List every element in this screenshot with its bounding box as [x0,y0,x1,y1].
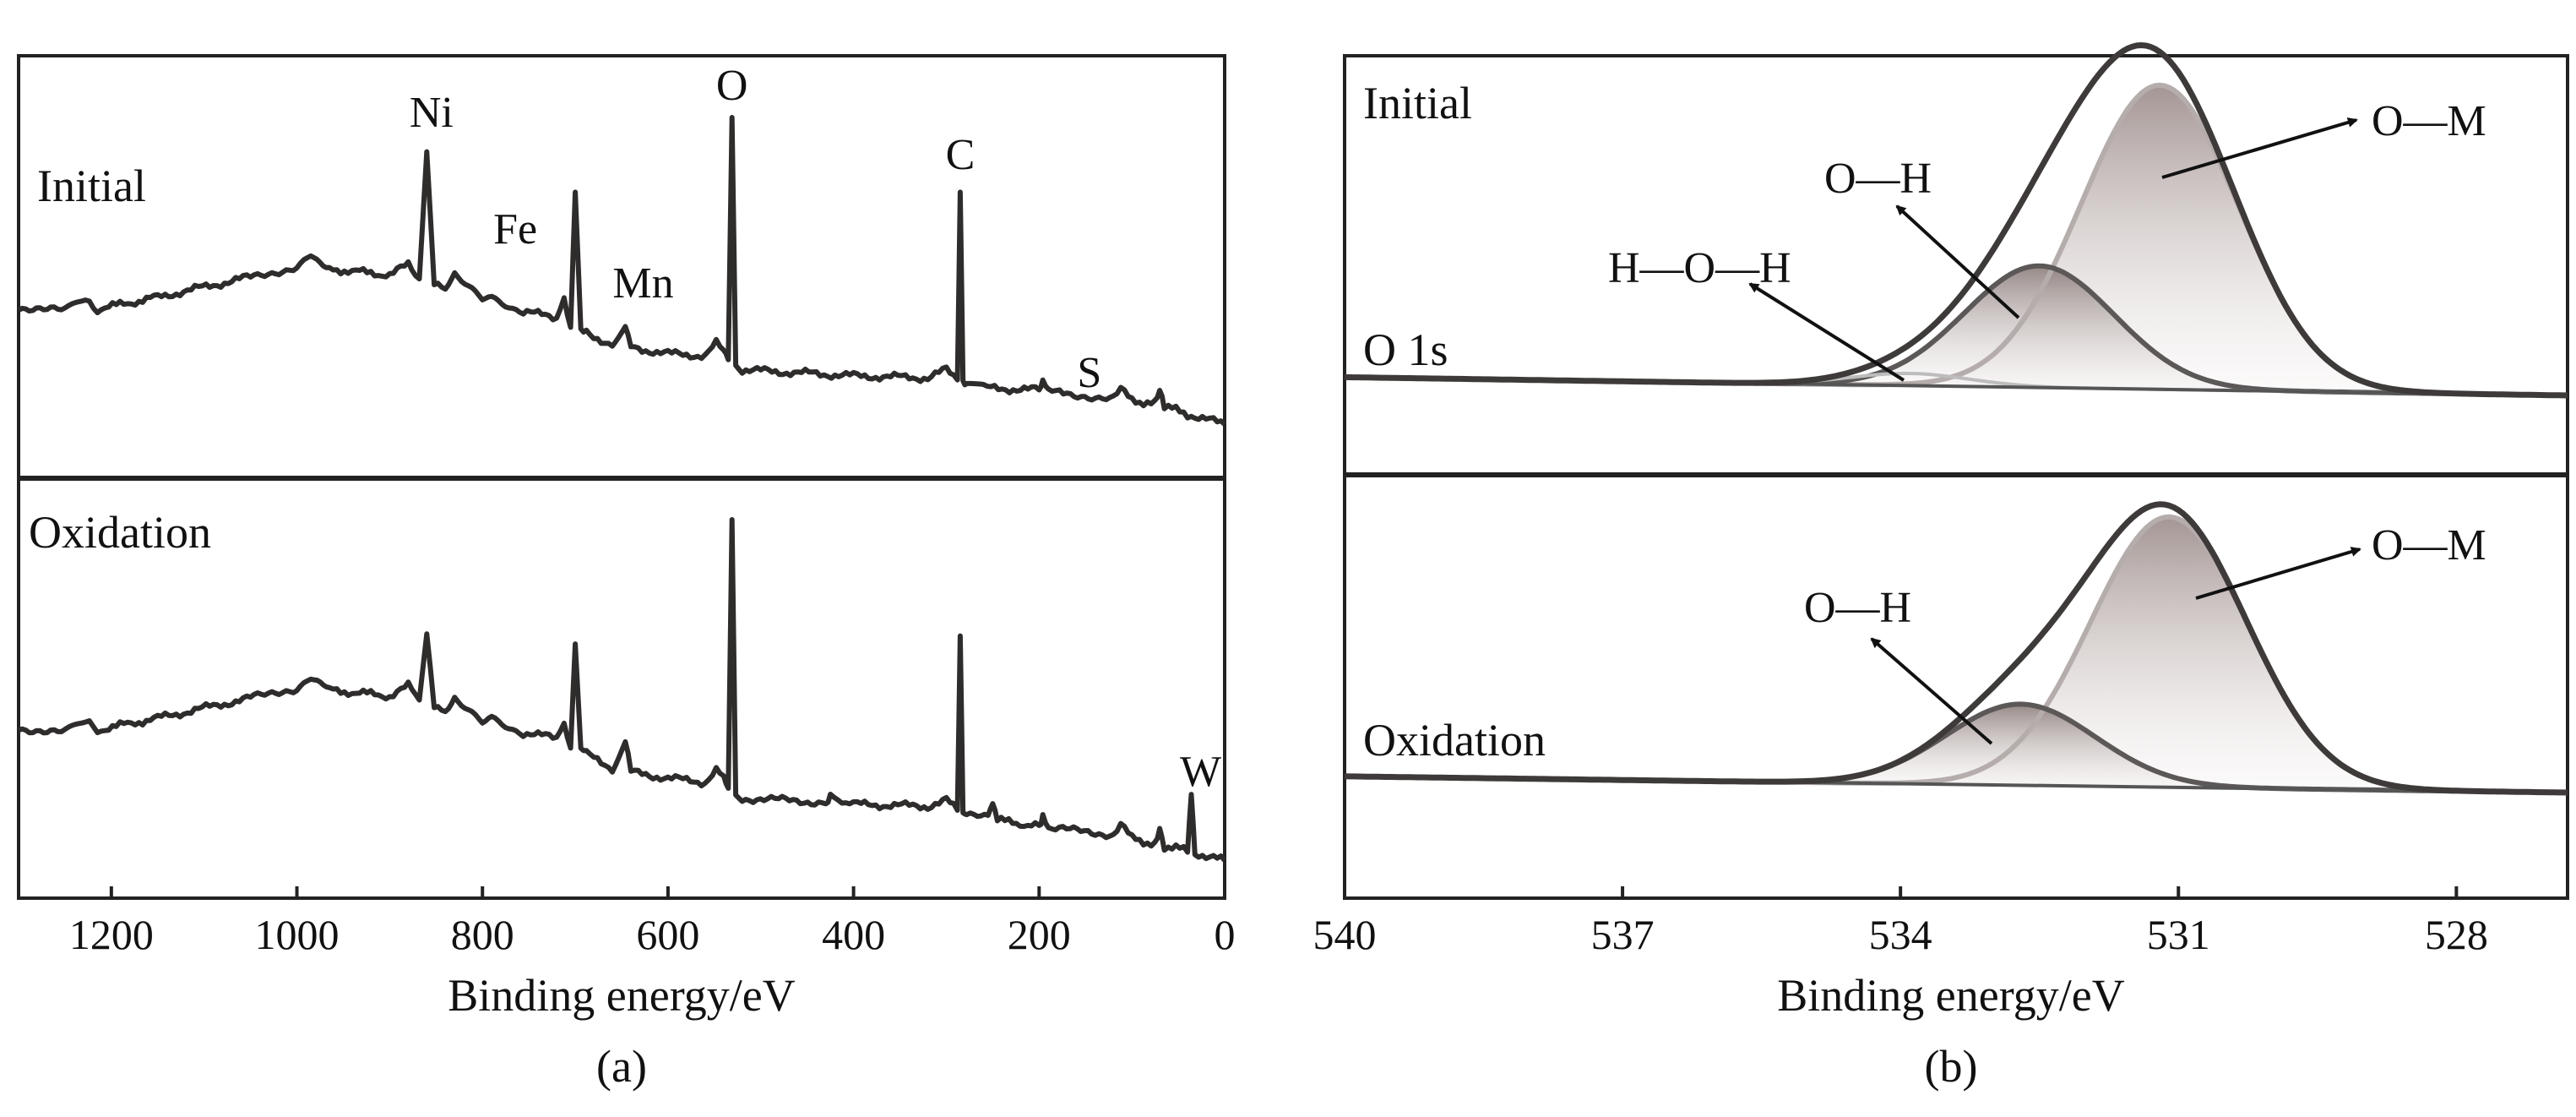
b-oxidation-o-m-label: O—M [2372,521,2486,569]
panel-b-title: O 1s [1363,324,1448,375]
a-x-tick-label-1200: 1200 [69,911,154,958]
b-oxidation-o-m-arrow [2195,547,2361,600]
a-peak-label-mn: Mn [612,259,673,308]
b-x-tick-label-537: 537 [1591,911,1655,958]
panel-a-x-axis: 1200 1000 800 600 400 200 0 [69,886,1236,958]
a-series-oxidation [17,517,1227,863]
a-peak-label-fe: Fe [493,205,537,253]
b-oxidation-fill-oh [1345,704,2568,793]
a-x-tick-label-400: 400 [822,911,885,958]
panel-b-caption: (b) [1925,1041,1978,1092]
b-x-tick-label-540: 540 [1313,911,1377,958]
b-initial-o-h-arrow [1895,204,2020,319]
panel-a-spectra [17,115,1227,863]
b-initial-h-o-h-label: H—O—H [1608,244,1791,292]
panel-a-oxidation-label: Oxidation [29,507,211,558]
a-x-tick-label-200: 200 [1008,911,1071,958]
b-oxidation-o-h-arrow [1870,637,1993,745]
panel-b-x-axis: 540 537 534 531 528 [1313,886,2488,958]
b-oxidation-o-h-label: O—H [1804,584,1911,632]
b-initial-fill-oh [1345,265,2568,395]
a-peak-label-s: S [1077,349,1101,397]
panel-b-x-axis-label: Binding energy/eV [1777,970,2124,1021]
panel-a-peak-labels: Ni Fe Mn O C S W [410,62,1221,796]
a-x-tick-label-1000: 1000 [255,911,340,958]
panel-b-fit-curves [1344,41,2568,796]
b-x-tick-label-531: 531 [2147,911,2210,958]
panel-b-component-fills [1345,84,2568,793]
b-oxidation-fill-om [1345,516,2568,793]
panel-a-x-axis-label: Binding energy/eV [448,970,795,1021]
panel-a-initial-label: Initial [37,161,146,211]
panel-b-oxidation-label: Oxidation [1363,715,1546,766]
b-oxidation-envelope [1344,501,2568,796]
panel-b-annotations: O—M O—H H—O—H O—M O—H [1608,97,2486,745]
a-x-tick-label-600: 600 [636,911,699,958]
b-initial-fill-om [1345,84,2568,396]
a-x-tick-label-0: 0 [1215,911,1236,958]
a-peak-label-o: O [716,62,748,110]
a-peak-label-w: W [1180,748,1221,796]
a-peak-label-c: C [946,131,976,179]
b-initial-o-h-label: O—H [1824,155,1932,203]
b-initial-o-m-label: O—M [2372,97,2486,145]
a-peak-label-ni: Ni [410,89,454,137]
a-x-tick-label-800: 800 [451,911,514,958]
b-initial-o-m-arrow [2161,117,2358,179]
b-initial-h-o-h-arrow [1748,282,1905,382]
panel-a-caption: (a) [596,1041,647,1092]
panel-b-initial-label: Initial [1363,78,1472,128]
b-x-tick-label-534: 534 [1869,911,1932,958]
b-initial-envelope [1344,41,2568,399]
a-series-initial [17,115,1227,427]
b-x-tick-label-528: 528 [2425,911,2488,958]
